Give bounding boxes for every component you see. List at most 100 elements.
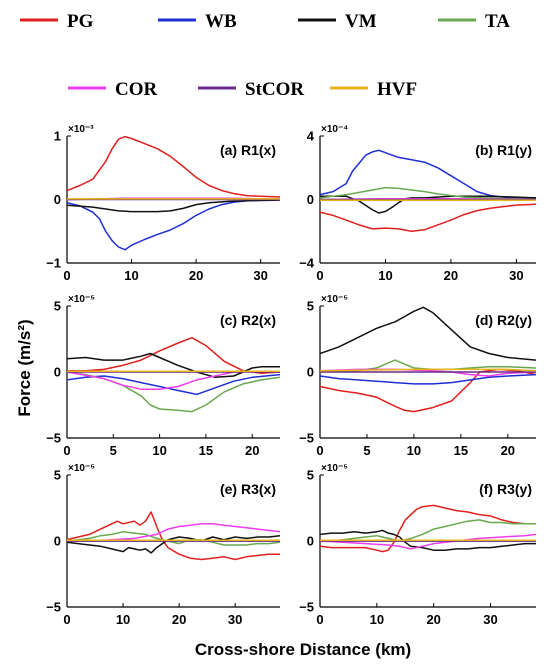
- series-group: [67, 511, 280, 561]
- x-tick-label: 20: [444, 268, 458, 283]
- series-line-ta: [320, 186, 536, 200]
- series-line-vm: [67, 199, 280, 213]
- exponent-label: ×10⁻⁵: [68, 463, 95, 474]
- legend-item-pg: PG: [20, 11, 94, 32]
- panel-title: (d) R2(y): [475, 312, 532, 328]
- x-tick-label: 15: [454, 443, 468, 458]
- panel-title: (e) R3(x): [220, 481, 276, 497]
- legend-label-wb: WB: [205, 11, 237, 32]
- series-line-pg: [320, 203, 536, 233]
- y-tick-label: 5: [307, 299, 314, 314]
- legend-label-cor: COR: [115, 79, 158, 100]
- y-tick-label: 1: [54, 129, 61, 144]
- legend-label-ta: TA: [485, 11, 510, 32]
- series-line-pg: [67, 336, 280, 375]
- y-tick-label: 5: [307, 468, 314, 483]
- series-line-hvf: [320, 368, 536, 372]
- legend: PG WB VM TA COR StCOR HVF: [20, 11, 510, 100]
- series-line-vm: [67, 352, 280, 379]
- exponent-label: ×10⁻⁵: [321, 463, 348, 474]
- legend-item-cor: COR: [68, 79, 158, 100]
- x-tick-label: 0: [316, 268, 323, 283]
- exponent-label: ×10⁻³: [68, 124, 94, 135]
- x-tick-label: 5: [110, 443, 117, 458]
- x-tick-label: 5: [363, 443, 370, 458]
- x-tick-label: 0: [63, 612, 70, 627]
- y-tick-label: 0: [54, 365, 61, 380]
- y-tick-label: −5: [46, 600, 61, 615]
- series-group: [67, 135, 280, 251]
- x-tick-label: 20: [189, 268, 203, 283]
- series-group: [320, 306, 536, 413]
- x-tick-label: 20: [245, 443, 259, 458]
- y-tick-label: 0: [307, 534, 314, 549]
- x-tick-label: 30: [483, 612, 497, 627]
- x-tick-label: 0: [316, 443, 323, 458]
- legend-label-pg: PG: [67, 11, 94, 32]
- series-line-wb: [67, 198, 280, 251]
- y-tick-label: −5: [299, 431, 314, 446]
- series-line-vm: [320, 306, 536, 361]
- legend-item-stcor: StCOR: [198, 79, 304, 100]
- x-tick-label: 30: [228, 612, 242, 627]
- series-group: [320, 504, 536, 553]
- y-axis-label: Force (m/s²): [15, 319, 34, 416]
- panel-title: (f) R3(y): [479, 481, 532, 497]
- x-tick-label: 30: [253, 268, 267, 283]
- legend-item-vm: VM: [298, 11, 377, 32]
- series-line-pg: [320, 504, 536, 553]
- x-tick-label: 10: [124, 268, 138, 283]
- x-tick-label: 20: [426, 612, 440, 627]
- exponent-label: ×10⁻⁵: [68, 294, 95, 305]
- series-group: [320, 149, 536, 233]
- series-group: [67, 336, 280, 413]
- panel-title: (b) R1(y): [475, 142, 532, 158]
- x-tick-label: 10: [370, 612, 384, 627]
- series-line-vm: [320, 529, 536, 551]
- x-tick-label: 30: [509, 268, 523, 283]
- x-tick-label: 10: [152, 443, 166, 458]
- x-tick-label: 10: [407, 443, 421, 458]
- legend-item-ta: TA: [438, 11, 510, 32]
- series-line-pg: [67, 135, 280, 198]
- y-tick-label: 4: [307, 129, 315, 144]
- y-tick-label: 5: [54, 299, 61, 314]
- legend-item-wb: WB: [158, 11, 237, 32]
- series-line-cor: [67, 370, 280, 390]
- x-tick-label: 10: [116, 612, 130, 627]
- series-line-wb: [320, 149, 536, 199]
- panel-title: (a) R1(x): [220, 142, 276, 158]
- y-tick-label: 0: [54, 192, 61, 207]
- series-line-cor: [320, 533, 536, 550]
- y-tick-label: 0: [307, 192, 314, 207]
- y-tick-label: 0: [54, 534, 61, 549]
- x-tick-label: 0: [316, 612, 323, 627]
- series-line-vm: [67, 534, 280, 554]
- y-tick-label: −1: [46, 256, 61, 271]
- y-tick-label: −4: [299, 256, 315, 271]
- y-tick-label: 5: [54, 468, 61, 483]
- x-axis-label: Cross-shore Distance (km): [195, 640, 411, 659]
- x-tick-label: 0: [63, 443, 70, 458]
- series-line-wb: [320, 373, 536, 385]
- y-tick-label: −5: [299, 600, 314, 615]
- exponent-label: ×10⁻⁴: [321, 124, 348, 135]
- x-tick-label: 10: [378, 268, 392, 283]
- series-line-pg: [320, 368, 536, 413]
- exponent-label: ×10⁻⁵: [321, 294, 348, 305]
- y-tick-label: −5: [46, 431, 61, 446]
- series-line-vm: [320, 195, 536, 214]
- legend-label-hvf: HVF: [377, 79, 417, 100]
- legend-label-stcor: StCOR: [245, 79, 304, 100]
- legend-item-hvf: HVF: [330, 79, 417, 100]
- series-line-ta: [67, 531, 280, 546]
- x-tick-label: 20: [172, 612, 186, 627]
- y-tick-label: 0: [307, 365, 314, 380]
